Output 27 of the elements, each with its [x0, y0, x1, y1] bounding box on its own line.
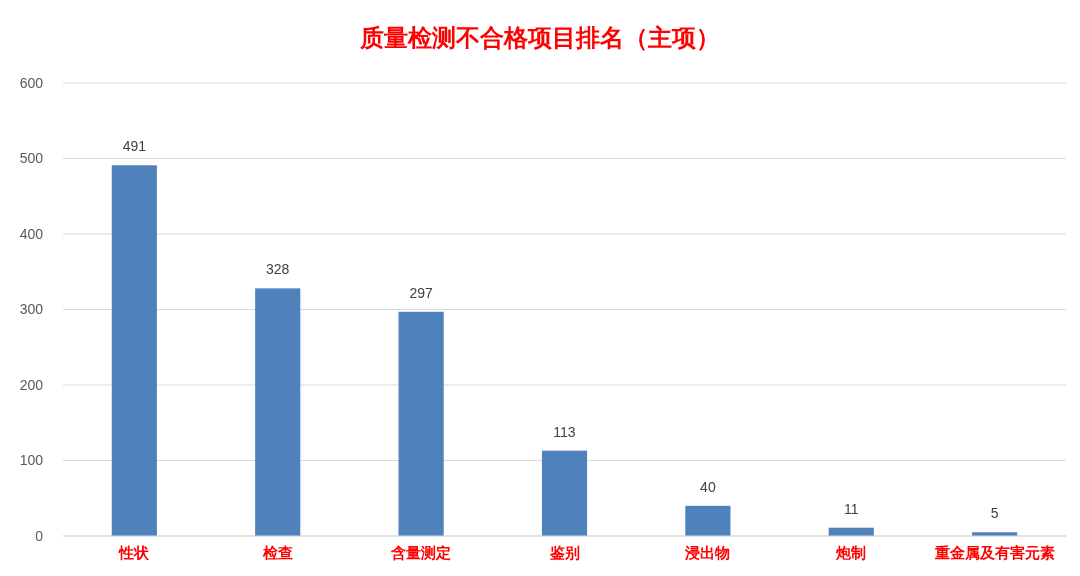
bar — [541, 450, 588, 536]
x-tick-label: 检查 — [261, 544, 293, 561]
x-tick-label: 浸出物 — [684, 544, 731, 561]
chart-title: 质量检测不合格项目排名（主项） — [359, 23, 720, 52]
bar — [685, 505, 731, 536]
y-tick-label: 0 — [35, 527, 44, 544]
y-tick-label: 600 — [19, 74, 44, 91]
y-tick-label: 300 — [19, 301, 44, 318]
bar — [255, 288, 301, 536]
x-tick-label: 炮制 — [835, 544, 867, 561]
x-tick-label: 重金属及有害元素 — [933, 544, 1055, 561]
y-tick-label: 500 — [19, 150, 44, 167]
bar — [111, 165, 157, 536]
x-tick-label: 鉴别 — [549, 544, 580, 561]
y-tick-label: 200 — [19, 376, 44, 393]
data-label: 11 — [844, 500, 859, 517]
data-label: 297 — [409, 284, 433, 301]
bar — [398, 311, 444, 536]
x-tick-label: 含量测定 — [390, 544, 452, 561]
x-tick-label: 性状 — [118, 544, 151, 561]
y-tick-label: 400 — [19, 225, 44, 242]
data-label: 113 — [553, 423, 576, 440]
data-label: 5 — [990, 505, 999, 522]
y-tick-label: 100 — [19, 452, 44, 469]
data-label: 491 — [122, 138, 147, 155]
data-label: 40 — [700, 478, 716, 495]
data-label: 328 — [266, 261, 290, 278]
